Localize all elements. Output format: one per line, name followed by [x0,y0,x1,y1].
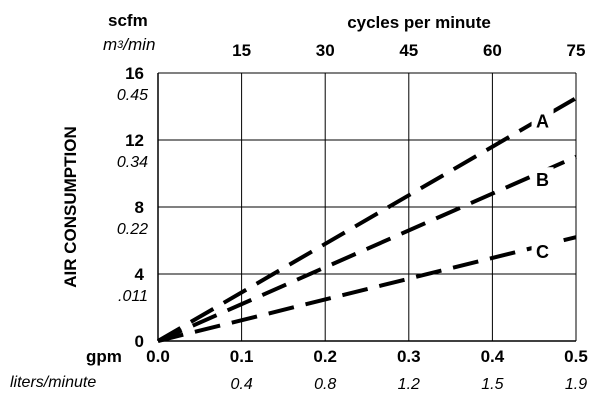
series-line-a [156,96,578,343]
y-tick-label-2: 8 [135,198,144,217]
y-units-secondary: m3/min [103,35,155,54]
x-tick-label-5: 0.5 [564,347,588,366]
y-tick-secondary-1: .011 [118,288,148,305]
y-units-secondary-suffix: /min [122,35,155,54]
series-label-bg-a [531,108,554,133]
x-tick-secondary-1: 0.4 [230,376,252,393]
x-tick-label-4: 0.4 [481,347,505,366]
x-top-tick-label-1: 15 [232,41,251,60]
axes [157,73,576,342]
series-label-bg-c [531,239,554,264]
series-label-b: B [536,170,549,190]
grid-lines [158,72,577,341]
x-bottom-units-secondary: liters/minute [10,374,96,391]
series-line-b [157,154,577,343]
y-units-secondary-prefix: m [103,35,117,54]
x-top-tick-label-5: 75 [567,41,586,60]
x-top-tick-label-2: 30 [316,41,335,60]
x-tick-secondary-2: 0.8 [314,376,336,393]
series-line-c [157,235,577,343]
y-tick-label-3: 12 [125,131,144,150]
y-tick-label-0: 0 [135,332,144,351]
x-bottom-units-primary: gpm [86,347,122,366]
series-lines: A B C [156,96,578,343]
series-label-c: C [536,242,549,262]
series-label-bg-b [531,167,554,192]
x-top-tick-label-3: 45 [399,41,418,60]
x-tick-label-3: 0.3 [397,347,421,366]
x-tick-secondary-4: 1.5 [481,376,503,393]
y-tick-label-4: 16 [125,64,144,83]
y-units-secondary-sup: 3 [117,39,124,51]
x-tick-secondary-3: 1.2 [398,376,420,393]
x-tick-label-0: 0.0 [146,347,170,366]
x-top-tick-label-4: 60 [483,41,502,60]
x-tick-secondary-5: 1.9 [565,376,587,393]
y-axis-label: AIR CONSUMPTION [61,126,80,288]
y-tick-secondary-4: 0.45 [117,87,148,104]
tick-labels: 0 4 .011 8 0.22 12 0.34 16 0.45 0.0 0.1 0.4 15 0.2 0.8… [117,41,588,393]
x-tick-label-1: 0.1 [230,347,254,366]
x-tick-label-2: 0.2 [313,347,337,366]
series-label-a: A [536,112,549,132]
y-tick-secondary-2: 0.22 [117,221,148,238]
y-units-primary: scfm [108,11,148,30]
x-top-label: cycles per minute [347,13,491,32]
y-tick-secondary-3: 0.34 [117,154,148,171]
y-tick-label-1: 4 [135,265,145,284]
